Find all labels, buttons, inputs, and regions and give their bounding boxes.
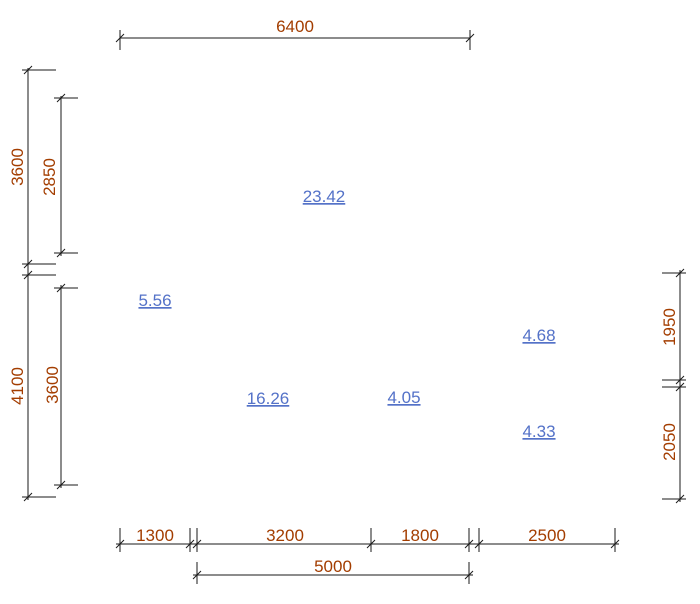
dimension-bottom-total: 5000 xyxy=(192,557,474,584)
room-area-right-lower: 4.33 xyxy=(522,422,555,441)
room-area-large: 23.42 xyxy=(303,187,346,206)
dimension-top-total: 6400 xyxy=(115,17,475,50)
room-area-left: 5.56 xyxy=(138,291,171,310)
dimension-label-left-outer-upper: 3600 xyxy=(8,148,27,186)
dimension-label-bottom-2: 3200 xyxy=(266,526,304,545)
room-area-labels: 23.42 5.56 16.26 4.05 4.68 4.33 xyxy=(138,187,555,441)
dimension-label-left-inner-lower: 3600 xyxy=(43,366,62,404)
dimension-right: 1950 2050 xyxy=(660,268,686,504)
room-area-right-upper: 4.68 xyxy=(522,326,555,345)
dimension-label-bottom-4: 2500 xyxy=(528,526,566,545)
dimension-label-left-outer-lower: 4100 xyxy=(8,367,27,405)
dimension-label-right-lower: 2050 xyxy=(660,423,679,461)
dimension-left-inner: 2850 3600 xyxy=(40,93,78,490)
room-area-small: 4.05 xyxy=(387,388,420,407)
dimension-label-left-inner-upper: 2850 xyxy=(40,158,59,196)
room-area-center: 16.26 xyxy=(247,389,290,408)
dimension-label-bottom-1: 1300 xyxy=(136,526,174,545)
dimension-label-bottom-3: 1800 xyxy=(401,526,439,545)
dimension-label-right-upper: 1950 xyxy=(660,308,679,346)
dimension-bottom-segments: 1300 3200 1800 2500 xyxy=(115,526,620,552)
dimension-label-bottom-total: 5000 xyxy=(314,557,352,576)
dimension-left-outer: 3600 4100 xyxy=(8,65,56,502)
dimension-label-top-total: 6400 xyxy=(276,17,314,36)
